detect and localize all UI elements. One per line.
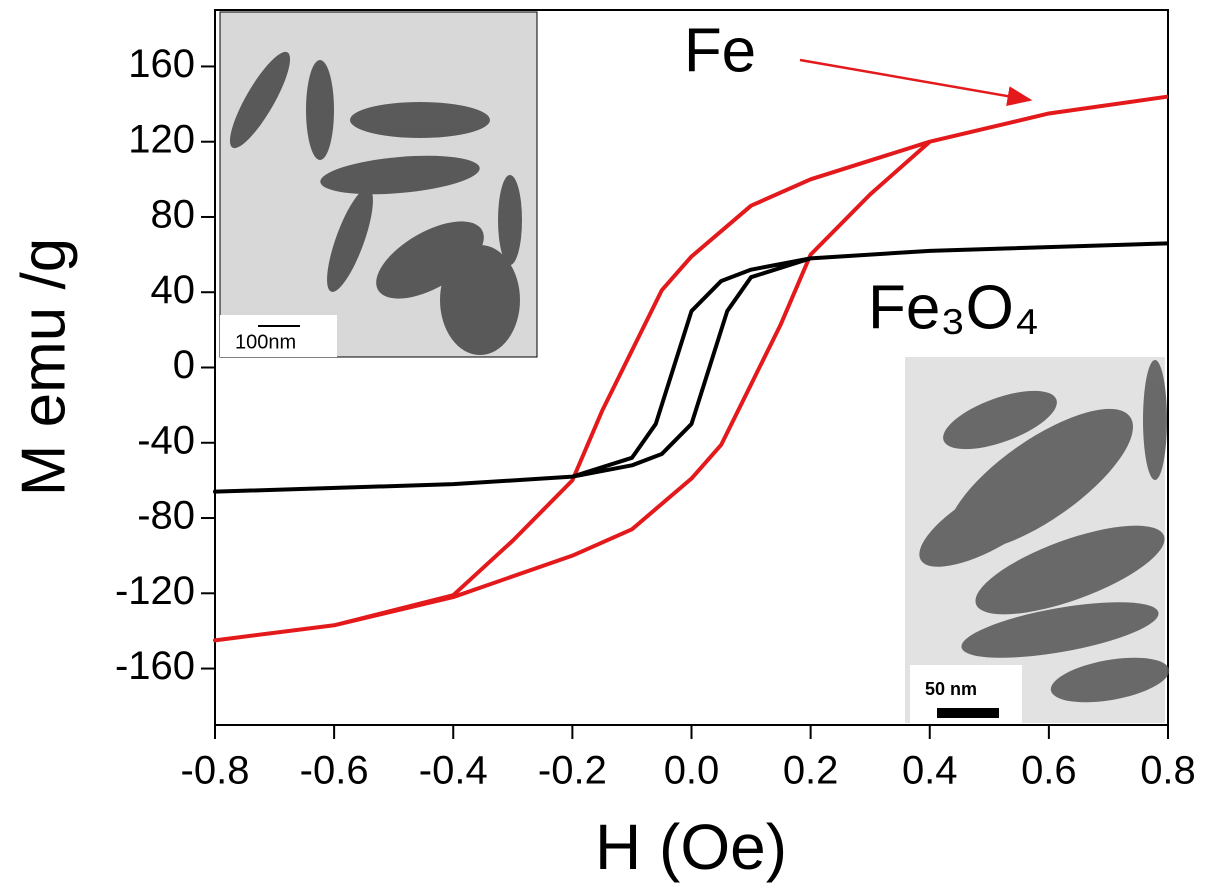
y-tick-label: 120 <box>128 117 195 161</box>
scale-label: 100nm <box>235 331 296 353</box>
x-tick-label: -0.2 <box>538 749 607 793</box>
inset-fe3o4 <box>905 357 1174 723</box>
x-tick-label: -0.4 <box>419 749 488 793</box>
y-axis-label: M emu /g <box>9 238 78 496</box>
x-tick-label: -0.8 <box>181 749 250 793</box>
chart: Fe Fe₃O₄ 100nm 50 nm H (Oe) M emu /g -0.… <box>0 0 1214 890</box>
y-tick-label: -120 <box>115 569 195 613</box>
x-tick-label: -0.6 <box>300 749 369 793</box>
y-tick-label: 0 <box>173 343 195 387</box>
annotation: Fe₃O₄ <box>868 273 1039 342</box>
y-tick-label: 40 <box>151 268 196 312</box>
y-tick-label: -80 <box>137 494 195 538</box>
y-tick-label: 80 <box>151 193 196 237</box>
y-tick-label: 160 <box>128 42 195 86</box>
annotation: Fe <box>684 16 756 85</box>
x-tick-label: 0.2 <box>783 749 839 793</box>
y-tick-label: -40 <box>137 418 195 462</box>
x-tick-label: 0.6 <box>1021 749 1077 793</box>
x-axis-label: H (Oe) <box>595 811 787 883</box>
y-tick-label: -160 <box>115 644 195 688</box>
x-tick-label: 0.4 <box>902 749 958 793</box>
scale-label: 50 nm <box>925 679 977 699</box>
x-tick-label: 0.8 <box>1140 749 1196 793</box>
inset-fe <box>220 12 537 357</box>
x-tick-label: 0.0 <box>664 749 720 793</box>
annotation-arrow <box>800 60 1030 100</box>
